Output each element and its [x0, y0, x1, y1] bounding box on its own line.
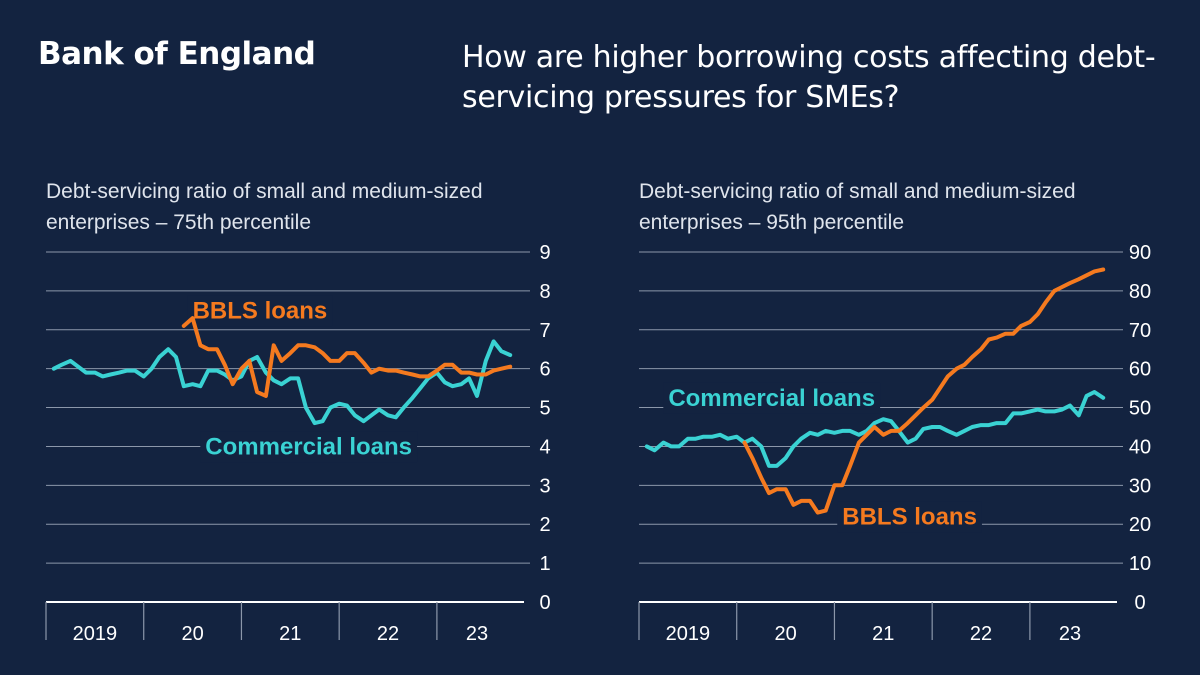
annotation-background [200, 431, 418, 463]
page-headline: How are higher borrowing costs affecting… [462, 40, 1156, 115]
y-tick-label: 5 [539, 398, 550, 420]
x-tick-label: 2019 [73, 623, 118, 645]
commercial-loans-line [51, 339, 513, 426]
y-tick-label: 4 [539, 436, 550, 458]
y-tick-label: 0 [539, 592, 550, 614]
y-tick-label: 3 [539, 475, 550, 497]
series-annotation: Commercial loans [205, 433, 412, 460]
y-tick-label: 2 [539, 514, 550, 536]
x-tick-label: 23 [466, 623, 488, 645]
x-tick-label: 20 [181, 623, 203, 645]
y-tick-label: 9 [539, 242, 550, 264]
series-annotation: BBLS loans [193, 297, 328, 324]
y-tick-label: 1 [539, 553, 550, 575]
brand-logo: Bank of England [38, 36, 316, 72]
chart-title-right: Debt-servicing ratio of small and medium… [639, 180, 1076, 234]
x-tick-label: 22 [377, 623, 399, 645]
y-tick-label: 7 [539, 320, 550, 342]
y-tick-label: 6 [539, 359, 550, 381]
y-tick-label: 8 [539, 281, 550, 303]
annotation-background [187, 295, 333, 327]
bbls-loans-line [181, 316, 513, 398]
x-tick-label: 21 [279, 623, 301, 645]
chart-title-left: Debt-servicing ratio of small and medium… [46, 180, 483, 234]
